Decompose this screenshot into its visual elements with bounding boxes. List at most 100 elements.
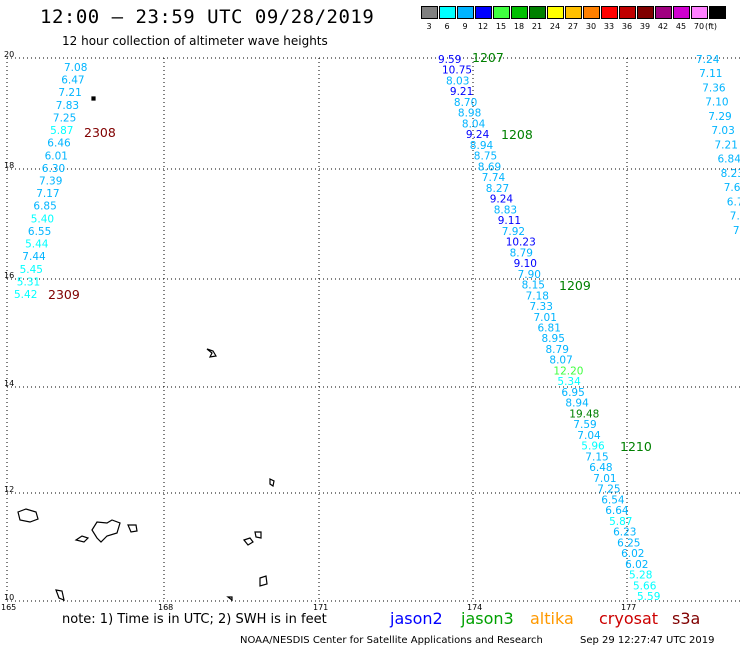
legend-swatch [637,6,654,19]
swh-value-middle-track: 8.15 [522,280,545,292]
legend-unit: (ft) [705,22,718,31]
swh-value-right-track: 7.29 [708,111,731,123]
swh-value-middle-track: 8.03 [446,76,469,88]
island-outline [254,531,262,539]
legend-swatch [583,6,600,19]
swh-value-left-track: 5.40 [31,213,54,225]
swh-value-middle-track: 8.27 [486,183,509,195]
latitude-label: 16 [4,271,14,280]
island-outline [17,508,39,523]
island-outline [269,478,275,487]
legend-label: 15 [495,22,507,31]
legend-swatch [709,6,726,19]
legend-swatch [655,6,672,19]
pass-id-label: 1208 [501,127,533,142]
legend-swatch [619,6,636,19]
swh-value-left-track: 5.45 [20,264,43,276]
legend-swatch [475,6,492,19]
swh-value-left-track: 6.46 [47,138,71,150]
swh-value-right-track: 7.10 [705,97,728,109]
pass-id-label: 2308 [84,125,116,140]
swh-value-middle-track: 9.24 [490,194,514,206]
swh-value-right-track: 7.21 [715,139,738,151]
swh-value-left-track: 7.17 [36,188,59,200]
swh-value-left-track: 7.25 [53,112,76,124]
swh-value-middle-track: 7.59 [573,419,596,431]
island-outline [74,535,90,543]
swh-value-right-track: 7.03 [711,125,734,137]
legend-swatch [511,6,528,19]
legend-swatch [493,6,510,19]
legend-swatch [529,6,546,19]
pass-labels: 1207 1208 1209 1210 2308 2309 [48,50,652,454]
legend-swatch [673,6,690,19]
legend-label: 42 [657,22,669,31]
pass-id-label: 2309 [48,287,80,302]
swh-value-middle-track: 8.94 [565,398,589,410]
legend-label: 9 [462,22,468,31]
swh-value-left-track: 6.47 [61,75,84,87]
satellite-name: jason2 [390,609,443,628]
legend-label: 12 [477,22,489,31]
swh-value-middle-track: 19.48 [569,408,599,420]
satellite-name: s3a [672,609,701,628]
footnote: note: 1) Time is in UTC; 2) SWH is in fe… [62,612,327,627]
satellite-name: jason3 [461,609,514,628]
swh-value-middle-track: 7.15 [585,451,608,463]
swh-value-right-track: 6.84 [718,154,740,166]
swh-value-left-track: 5.31 [17,276,40,288]
legend-swatch [565,6,582,19]
swh-value-middle-track: 7.74 [482,172,506,184]
swh-value-middle-track: 6.02 [621,548,644,560]
swh-value-left-track: 5.42 [14,289,37,301]
legend-swatch [439,6,456,19]
swh-value-left-track: 7.39 [39,176,62,188]
swh-value-middle-track: 7.01 [593,473,616,485]
swh-value-middle-track: 7.90 [518,269,541,281]
legend-label: 33 [603,22,615,31]
swh-value-left-track: 6.30 [42,163,65,175]
swh-value-left-track: 6.85 [33,201,56,213]
swh-value-left-track: 6.55 [28,226,51,238]
swh-value-middle-track: 5.34 [557,376,581,388]
swh-value-middle-track: 6.48 [589,462,612,474]
wave-height-tracks: 7.086.477.217.837.255.876.466.016.307.39… [14,54,740,603]
swh-value-middle-track: 6.95 [561,387,584,399]
island-outline [55,589,65,601]
longitude-label: 177 [621,603,636,612]
legend-label: 6 [444,22,450,31]
swh-value-middle-track: 9.10 [514,258,537,270]
swh-value-middle-track: 8.79 [546,344,569,356]
swh-value-middle-track: 6.54 [601,494,625,506]
legend-label: 45 [675,22,687,31]
legend-label: 27 [567,22,579,31]
pass-id-label: 1209 [559,278,591,293]
swh-value-middle-track: 7.04 [577,430,601,442]
generated-timestamp: Sep 29 12:27:47 UTC 2019 [580,635,715,646]
swh-value-right-track: 7.11 [699,68,722,80]
legend-swatch [601,6,618,19]
swh-value-left-track: 6.01 [45,150,68,162]
longitude-label: 171 [313,603,328,612]
swh-value-left-track: 7.21 [58,87,81,99]
latitude-label: 20 [4,50,14,59]
swh-value-left-track: 5.44 [25,239,49,251]
swh-value-middle-track: 10.75 [442,65,472,77]
swh-value-middle-track: 8.07 [549,355,572,367]
swh-value-middle-track: 5.96 [581,441,605,453]
swh-value-middle-track: 7.01 [534,312,557,324]
legend-label: 36 [621,22,633,31]
island-outline [242,537,254,546]
page-subtitle: 12 hour collection of altimeter wave hei… [62,34,328,48]
island-outline [206,348,217,358]
island-outline [226,596,233,602]
swh-value-middle-track: 8.94 [470,140,494,152]
swh-value-middle-track: 8.83 [494,204,517,216]
legend-label: 70 [693,22,705,31]
swh-value-right-track: 7. [733,225,740,237]
lat-lon-grid [6,57,740,602]
longitude-label: 168 [158,603,173,612]
swh-value-middle-track: 7.33 [530,301,553,313]
swh-value-middle-track: 8.95 [542,333,565,345]
pass-id-label: 1207 [472,50,504,65]
